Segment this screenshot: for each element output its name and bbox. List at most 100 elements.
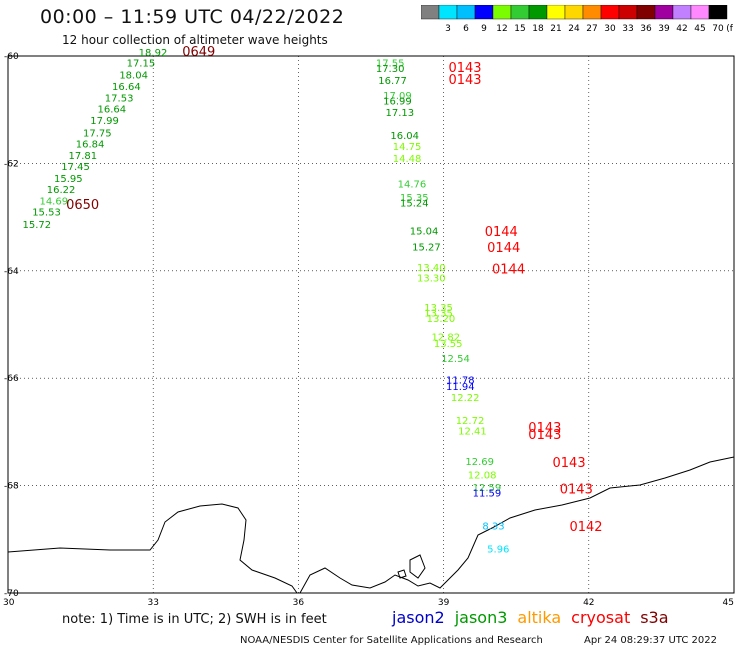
antarctic-coastline-east: [299, 456, 735, 594]
latitude-tick-label: -68: [4, 482, 19, 492]
pass-time-label: 0650: [66, 198, 99, 213]
longitude-tick-label: 42: [583, 598, 594, 608]
colorbar-tick-label: 70: [712, 24, 724, 34]
wave-height-reading: 17.13: [386, 108, 415, 119]
mission-legend-item: s3a: [640, 608, 669, 627]
longitude-tick-label: 36: [293, 598, 305, 608]
longitude-tick-label: 30: [3, 598, 15, 608]
longitude-tick-label: 33: [147, 598, 158, 608]
wave-height-reading: 17.53: [105, 94, 134, 105]
wave-height-reading: 8.33: [482, 522, 504, 533]
pass-time-label: 0649: [182, 45, 215, 60]
generated-timestamp: Apr 24 08:29:37 UTC 2022: [584, 635, 717, 646]
credit-line: NOAA/NESDIS Center for Satellite Applica…: [240, 635, 543, 646]
wave-height-reading: 12.69: [465, 457, 494, 468]
pass-time-label: 0143: [448, 61, 481, 76]
wave-height-reading: 16.99: [383, 96, 412, 107]
pass-time-label: 0143: [560, 483, 593, 498]
wave-height-reading: 16.22: [47, 185, 76, 196]
colorbar-unit: (ft): [726, 24, 733, 34]
footer-note: note: 1) Time is in UTC; 2) SWH is in fe…: [62, 612, 327, 627]
wave-height-reading: 17.81: [69, 151, 98, 162]
pass-time-label: 0142: [569, 520, 602, 535]
map-title: 00:00 – 11:59 UTC 04/22/2022: [40, 6, 345, 28]
latitude-tick-label: -64: [4, 267, 19, 277]
colorbar-tick-label: 21: [550, 24, 561, 34]
colorbar-tick-label: 36: [640, 24, 652, 34]
wave-height-reading: 17.75: [83, 129, 112, 140]
colorbar-tick-label: 39: [658, 24, 670, 34]
map-grid: [8, 56, 734, 593]
wave-height-reading: 11.94: [446, 382, 475, 393]
colorbar-tick-label: 15: [514, 24, 525, 34]
colorbar-tick-label: 6: [463, 24, 469, 34]
bay-outline: [409, 554, 426, 579]
pass-time-label: 0143: [553, 456, 586, 471]
colorbar-tick-label: 27: [586, 24, 597, 34]
pass-time-label: 0143: [448, 73, 481, 88]
wave-height-reading: 14.75: [393, 142, 422, 153]
wave-height-reading: 17.45: [61, 162, 90, 173]
island-outline: [397, 569, 407, 579]
mission-legend-item: jason3: [454, 608, 508, 627]
colorbar-tick-label: 3: [445, 24, 451, 34]
mission-legend-item: cryosat: [571, 608, 631, 627]
pass-time-label: 0144: [485, 225, 518, 240]
wave-height-reading: 15.53: [32, 207, 61, 218]
latitude-tick-label: -66: [4, 374, 19, 384]
wave-height-reading: 12.08: [468, 471, 497, 482]
longitude-labels: 30 33 36 39 42 45: [3, 598, 734, 608]
pass-time-label: 0143: [528, 421, 561, 436]
pass-time-label: 0144: [487, 241, 520, 256]
colorbar-tick-label: 9: [481, 24, 487, 34]
latitude-tick-label: -62: [4, 159, 19, 169]
wave-height-reading: 15.95: [54, 174, 83, 185]
wave-height-reading: 13.40: [417, 263, 446, 274]
wave-height-reading: 13.35: [424, 308, 453, 319]
latitude-tick-label: -60: [4, 52, 19, 62]
latitude-tick-label: -70: [4, 589, 19, 599]
colorbar-bin: [708, 5, 728, 20]
mission-legend-item: jason2: [392, 608, 445, 627]
colorbar-tick-label: 30: [604, 24, 616, 34]
wave-height-reading: 11.78: [446, 376, 475, 387]
wave-height-reading: 17.55: [376, 59, 405, 70]
wave-height-reading: 13.55: [434, 339, 463, 350]
colorbar-tick-label: 33: [622, 24, 633, 34]
wave-height-reading: 15.35: [400, 193, 429, 204]
map-frame: [7, 55, 735, 594]
colorbar-tick-label: 42: [676, 24, 687, 34]
colorbar-tick-label: 45: [694, 24, 705, 34]
mission-legend: jason2 jason3 altika cryosat s3a: [392, 608, 679, 627]
wave-height-reading: 12.41: [458, 427, 487, 438]
wave-height-reading: 12.59: [473, 483, 502, 494]
wave-height-reading: 5.96: [487, 545, 509, 556]
colorbar-tick-label: 24: [568, 24, 580, 34]
wave-height-reading: 18.04: [119, 71, 148, 82]
wave-height-reading: 16.64: [112, 82, 141, 93]
wave-height-reading: 15.04: [410, 226, 439, 237]
wave-height-reading: 11.59: [473, 488, 502, 499]
pass-time-label: 0144: [492, 262, 525, 277]
wave-height-reading: 16.64: [98, 104, 127, 115]
wave-height-reading: 12.54: [441, 354, 470, 365]
wave-height-reading: 17.30: [376, 64, 405, 75]
wave-height-reading: 16.04: [390, 131, 419, 142]
wave-height-reading: 16.77: [378, 76, 407, 87]
wave-height-reading: 12.22: [451, 393, 480, 404]
colorbar-tick-label: 18: [532, 24, 544, 34]
wave-height-reading: 13.20: [427, 314, 456, 325]
colorbar-tick-label: 12: [496, 24, 507, 34]
latitude-labels: -60 -62 -64 -66 -68 -70: [4, 52, 19, 599]
wave-height-reading: 12.82: [432, 333, 461, 344]
wave-height-reading: 14.48: [393, 154, 422, 165]
wave-height-reading: 14.69: [39, 197, 68, 208]
wave-height-reading: 14.76: [398, 180, 427, 191]
antarctic-coastline: [7, 503, 298, 594]
mission-legend-item: altika: [517, 608, 562, 627]
wave-height-reading: 12.72: [456, 416, 485, 427]
altimeter-tracks: 18.9217.1518.0416.6417.5316.6417.9917.75…: [23, 45, 603, 556]
wave-height-reading: 15.24: [400, 198, 429, 209]
wave-height-reading: 17.09: [383, 91, 412, 102]
longitude-tick-label: 45: [723, 598, 734, 608]
